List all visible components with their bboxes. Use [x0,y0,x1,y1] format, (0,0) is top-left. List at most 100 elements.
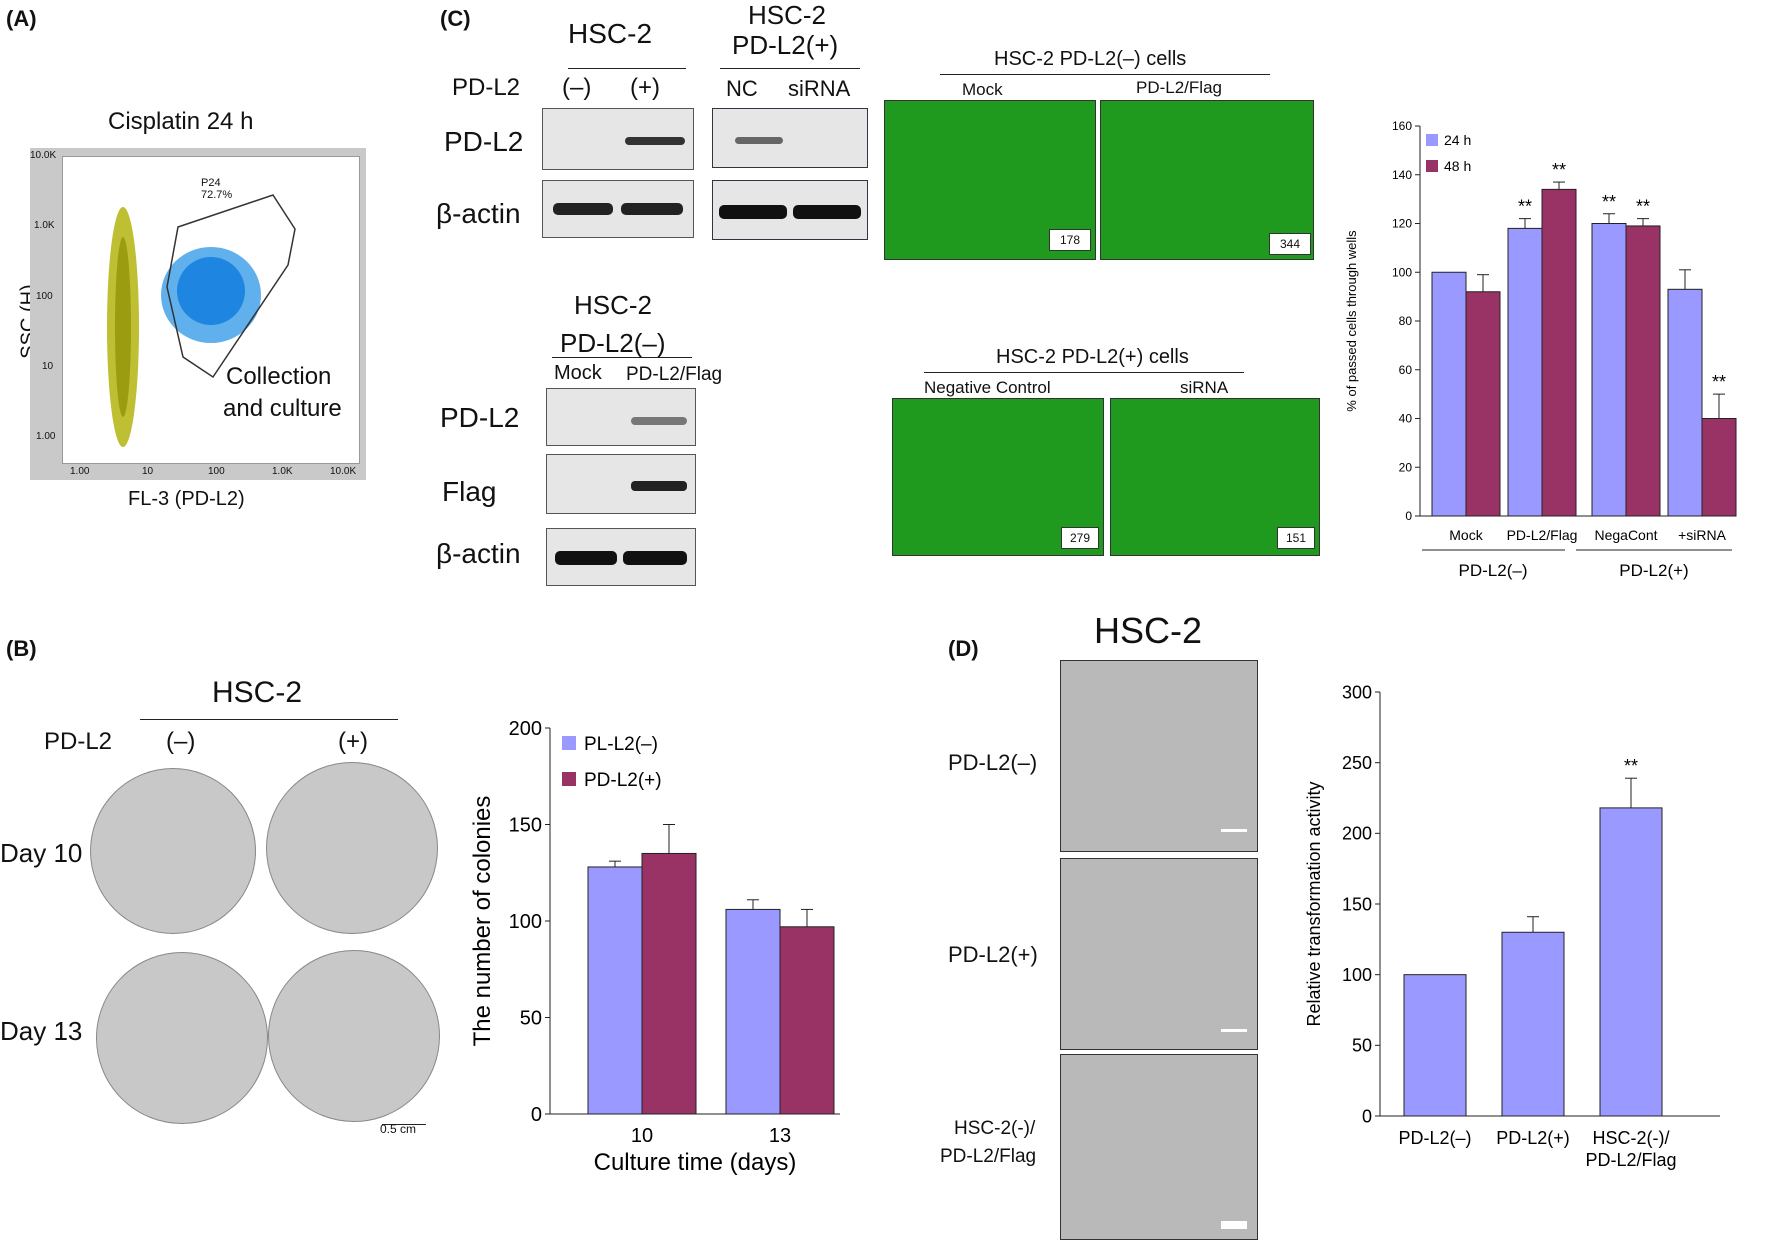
transformation-bar-chart: 0 50 100 150 200 250 300 Relative transformatio… [1304,682,1720,1170]
bar [1599,807,1663,1117]
significance-mark: ** [1636,197,1650,217]
x-tick-label: 13 [769,1125,791,1147]
y-tick-label: 100 [509,911,542,933]
blot3-lane-mock: Mock [554,362,602,384]
flow-xtick: 10 [142,466,154,477]
legend-swatch [562,772,576,786]
micro-top-right-label: PD-L2/Flag [1136,78,1222,97]
blot1-lane-pos: (+) [630,74,660,101]
y-tick-label: 200 [1342,824,1372,844]
flow-xtick: 1.00 [70,466,90,477]
legend-swatch [1426,134,1438,146]
colony-row-label: PD-L2 [44,728,113,755]
y-axis-label: % of passed cells through wells [1344,230,1359,412]
legend-label: 24 h [1444,132,1471,148]
gate-name: P24 [201,177,221,189]
micro-top-line [940,74,1270,75]
group-label: PD-L2(+) [1619,561,1688,580]
transform-row2: PD-L2(+) [948,942,1038,967]
gate-percent: 72.7% [201,189,233,201]
bar [1591,223,1627,517]
softagar-pdl2-pos [1060,858,1258,1050]
panel-label-b: (B) [6,636,37,661]
flow-ytick: 100 [36,291,53,302]
significance-mark: ** [1552,160,1566,180]
micro-bot-right-label: siRNA [1180,378,1229,397]
x-tick-label: NegaCont [1594,527,1657,543]
scale-bar-label: 0.5 cm [380,1122,417,1136]
bar [1465,291,1501,517]
colony-day10-label: Day 10 [0,838,83,868]
blot1-title-line [568,68,686,69]
micrograph-mock: 178 [884,100,1096,260]
count-box: 151 [1277,527,1315,549]
flow-xlabel: FL-3 (PD-L2) [128,488,245,510]
x-tick-label: 10 [631,1125,653,1147]
migration-bar-chart: 0 20 40 60 80 100 120 140 160 % of passed cells t… [1344,119,1737,580]
colony-title-line [140,719,398,720]
micro-bot-left-label: Negative Control [924,378,1051,397]
scale-bar [382,1124,426,1125]
flow-ytick: 1.0K [34,220,55,231]
blot3-pdl2-band [546,388,696,446]
bar [1507,227,1543,517]
colonies-bar-chart: 0 50 100 150 200 The number of colonies 10 13Cu… [469,718,840,1176]
blot1-title: HSC-2 [568,18,653,49]
transform-title: HSC-2 [1094,610,1203,651]
panel-label-a: (A) [6,6,37,31]
micro-top-title: HSC-2 PD-L2(–) cells [994,48,1187,70]
blot2-title-2: PD-L2(+) [732,30,839,60]
colony-col-neg: (–) [166,728,196,755]
blot3-title-2: PD-L2(–) [560,328,666,358]
bar [1541,188,1577,517]
colony-day13-label: Day 13 [0,1016,83,1046]
group-label: PD-L2(–) [1459,561,1528,580]
x-tick-label: HSC-2(-)/ [1593,1128,1670,1148]
bar [1501,931,1565,1117]
micrograph-sirna: 151 [1110,398,1320,556]
gate-note-1: Collection [226,363,332,390]
bar [1403,974,1467,1117]
y-tick-label: 140 [1392,168,1412,182]
flow-plot-frame: P24 72.7% Collection and culture 10.0K 1… [30,148,366,480]
colony-dish-d10-pos [266,762,438,934]
flow-xtick: 100 [208,466,225,477]
x-tick-label: PD-L2/Flag [1507,527,1578,543]
blot3-actin-label: β-actin [436,538,521,569]
blot2-title-1: HSC-2 [748,0,827,30]
x-tick-label: PD-L2(+) [1496,1128,1570,1148]
colony-dish-d13-neg [96,952,268,1124]
micro-bot-title: HSC-2 PD-L2(+) cells [996,346,1189,368]
y-tick-label: 300 [1342,682,1372,702]
blot3-lane-flag: PD-L2/Flag [626,364,723,385]
y-tick-label: 160 [1392,119,1412,133]
bar [1701,418,1737,517]
legend-swatch [562,736,576,750]
flow-scatter [107,194,296,447]
bar [1625,225,1661,517]
blot1-pdl2-label: PD-L2 [444,126,524,157]
softagar-pdl2-neg [1060,660,1258,852]
y-axis-label: The number of colonies [469,796,496,1047]
transform-row1: PD-L2(–) [948,750,1038,775]
y-tick-label: 120 [1392,217,1412,231]
y-tick-label: 0 [1405,509,1412,523]
count-box: 279 [1061,527,1099,549]
blot3-title-line [552,357,692,358]
count-box: 344 [1269,233,1311,255]
y-tick-label: 150 [1342,894,1372,914]
blot2-lane-nc: NC [726,76,758,101]
y-tick-label: 40 [1399,412,1413,426]
legend-label: PL-L2(–) [584,734,658,755]
x-tick-label: PD-L2/Flag [1585,1150,1676,1170]
flow-plot-area: P24 72.7% Collection and culture [62,156,360,464]
y-tick-label: 60 [1399,363,1413,377]
blot3-pdl2-label: PD-L2 [440,402,520,433]
blot1-lane-neg: (–) [562,74,592,101]
significance-mark: ** [1712,372,1726,392]
micro-top-left-label: Mock [962,80,1003,99]
colony-col-pos: (+) [338,728,368,755]
blot3-flag-band [546,454,696,514]
y-tick-label: 200 [509,718,542,740]
bar [779,926,835,1115]
